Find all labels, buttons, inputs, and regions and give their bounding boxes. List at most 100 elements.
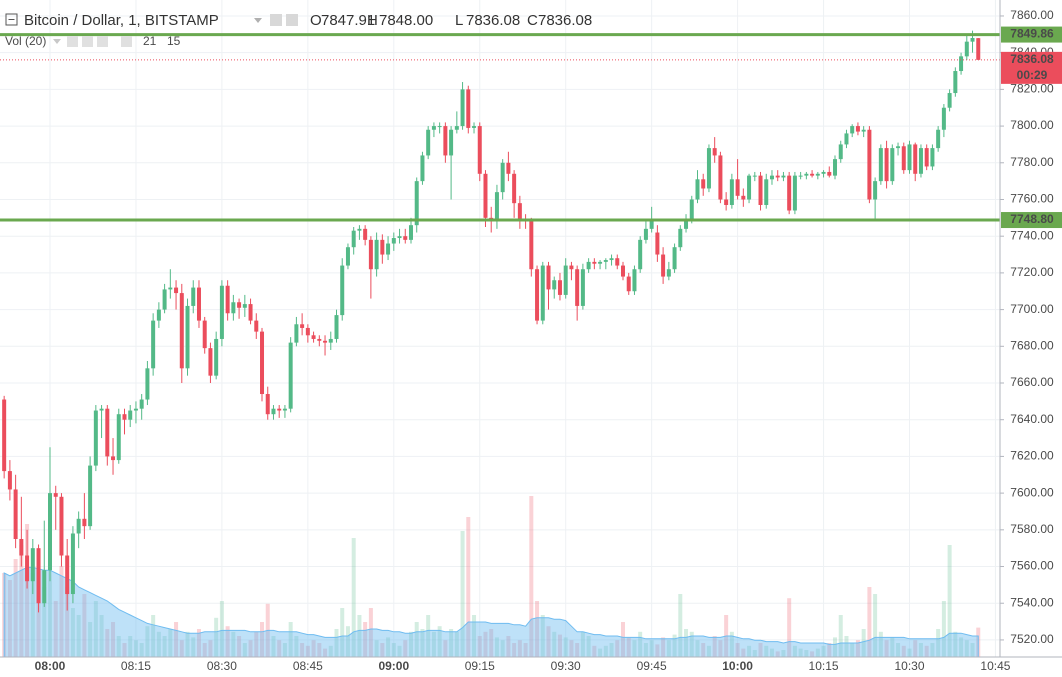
volume-bar (254, 631, 259, 657)
dropdown-arrow[interactable] (254, 18, 262, 23)
y-tick-label: 7760.00 (1010, 192, 1054, 206)
candle-body (798, 175, 803, 177)
y-tick-label: 7640.00 (1010, 412, 1054, 426)
volume-bar (311, 640, 316, 657)
volume-bar (237, 636, 242, 657)
candle-body (76, 518, 81, 534)
x-tick-label: 08:30 (207, 659, 237, 673)
volume-bar (603, 645, 608, 657)
volume-bar (913, 640, 918, 657)
candle-body (380, 239, 385, 255)
volume-bar (621, 622, 625, 657)
volume-bar (615, 640, 620, 657)
candle-body (913, 144, 918, 174)
candle-body (936, 129, 941, 149)
volume-bar (689, 631, 694, 657)
candle-body (512, 173, 517, 204)
volume-bar (260, 622, 265, 657)
candle-body (231, 302, 236, 314)
candle-body (145, 368, 150, 400)
volume-bar (678, 594, 683, 657)
volume-bar (328, 645, 333, 657)
level-tag-label: 7849.86 (1010, 27, 1054, 41)
candle-body (139, 399, 144, 409)
volume-bar (500, 640, 505, 657)
volume-bar (833, 637, 838, 657)
volume-bar (202, 643, 207, 657)
volume-bar (76, 615, 81, 657)
volume-bar (403, 640, 408, 657)
volume-close-icon[interactable] (121, 36, 132, 47)
candle-body (918, 148, 923, 174)
candle-body (345, 247, 350, 266)
volume-bar (437, 626, 442, 657)
candle-body (368, 239, 373, 270)
volume-bar (878, 631, 883, 657)
candle-body (483, 173, 488, 218)
candle-body (265, 394, 270, 415)
candle-body (122, 414, 127, 420)
candle-body (93, 410, 98, 466)
volume-bar (196, 629, 201, 657)
candle-body (111, 456, 116, 461)
candle-body (105, 408, 110, 457)
y-tick-label: 7860.00 (1010, 8, 1054, 22)
settings-icon[interactable] (270, 14, 282, 26)
format-icon[interactable] (286, 14, 298, 26)
candle-body (53, 493, 58, 497)
candle-body (609, 258, 614, 261)
candle-body (202, 320, 207, 349)
y-tick-label: 7680.00 (1010, 338, 1054, 352)
candle-body (242, 304, 247, 308)
candle-body (397, 236, 402, 239)
candle-body (735, 179, 740, 196)
candle-body (88, 465, 93, 527)
candle-body (924, 148, 929, 167)
candle-body (431, 126, 436, 130)
volume-bar (873, 594, 878, 657)
level-tag (1001, 212, 1062, 229)
volume-bar (580, 631, 585, 657)
candle-body (701, 179, 706, 189)
axis-labels: 7520.00 7540.00 7560.00 7580.00 7600.00 7620.… (35, 8, 1062, 673)
volume-bar (431, 631, 436, 657)
low-value: 7836.08 (466, 12, 520, 29)
x-tick-label: 09:00 (378, 659, 409, 673)
volume-bar (941, 601, 946, 657)
volume-eye-icon[interactable] (67, 36, 78, 47)
close-letter: C (527, 12, 538, 29)
volume-settings-icon[interactable] (82, 36, 93, 47)
candle-body (185, 305, 190, 369)
candle-body (82, 518, 87, 527)
collapse-icon[interactable] (5, 13, 18, 26)
candles (2, 30, 981, 613)
volume-dropdown[interactable] (53, 39, 61, 44)
volume-bar (7, 580, 12, 657)
volume-pane (2, 496, 981, 658)
candle-body (30, 548, 35, 582)
volume-bar (787, 598, 792, 657)
volume-bar (414, 622, 419, 657)
volume-bar (815, 648, 820, 657)
volume-bar (294, 636, 299, 657)
volume-bar (552, 631, 557, 657)
candle-body (59, 496, 64, 556)
volume-bar (855, 640, 860, 657)
volume-format-icon[interactable] (97, 36, 108, 47)
volume-bar (185, 631, 190, 657)
candle-body (271, 408, 276, 415)
x-tick-label: 09:15 (465, 659, 495, 673)
volume-bar (219, 601, 224, 657)
volume-bar (288, 622, 293, 657)
volume-bar (586, 636, 591, 657)
candle-body (466, 89, 471, 128)
candle-body (718, 155, 723, 200)
candle-body (752, 175, 757, 177)
candle-body (48, 493, 52, 571)
y-tick-label: 7700.00 (1010, 302, 1054, 316)
candle-body (168, 287, 173, 290)
candle-body (517, 203, 522, 220)
level-tag (1001, 26, 1062, 43)
candle-body (603, 260, 608, 262)
